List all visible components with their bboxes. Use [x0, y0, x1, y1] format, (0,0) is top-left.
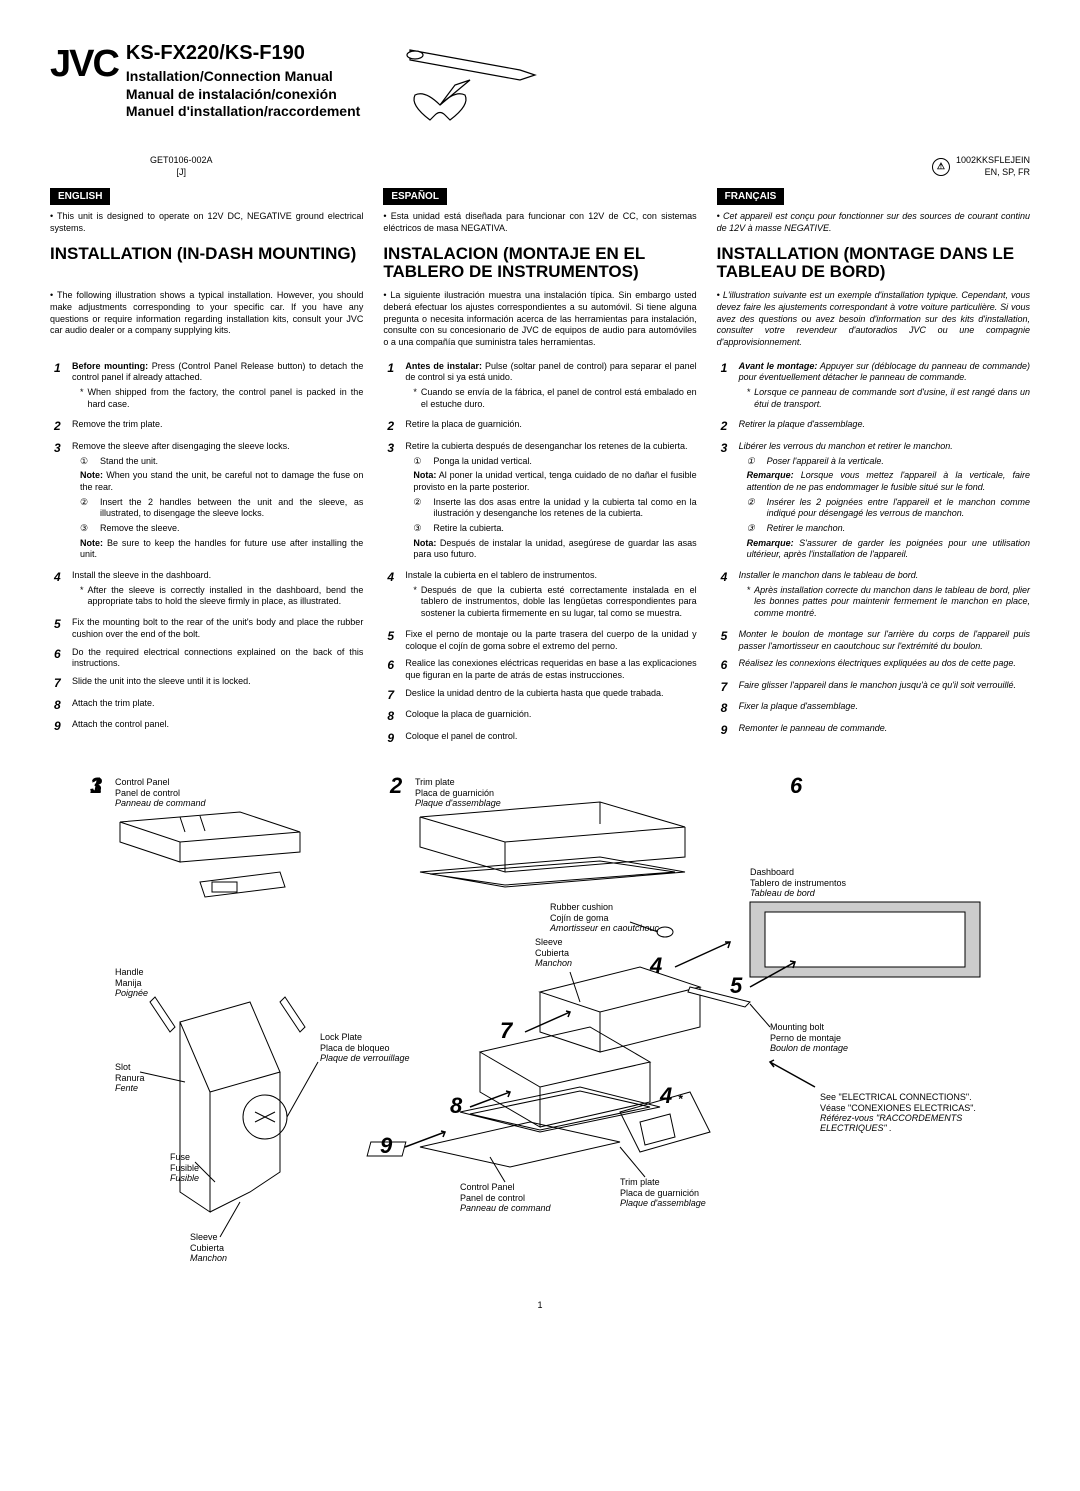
fr-s3-1: Poser l'appareil à la verticale. [767, 456, 884, 468]
dc-note-en: This unit is designed to operate on 12V … [50, 211, 363, 234]
es-s3-note2: Después de instalar la unidad, asegúrese… [413, 538, 696, 560]
doc-code-sub: [J] [150, 167, 213, 179]
right-code-1: 1002KKSFLEJEIN [956, 155, 1030, 167]
s2: Remove the trim plate. [72, 419, 363, 435]
s5: Fix the mounting bolt to the rear of the… [72, 617, 363, 640]
es-s4-star: Después de que la cubierta esté correcta… [421, 585, 697, 620]
right-code-2: EN, SP, FR [956, 167, 1030, 179]
s4: Install the sleeve in the dashboard. [72, 570, 211, 580]
dc-notes: This unit is designed to operate on 12V … [50, 211, 1030, 244]
fr-s2: Retirer la plaque d'assemblage. [739, 419, 1030, 435]
fr-s1-bold: Avant le montage: [739, 361, 818, 371]
subtitle-fr: Manuel d'installation/raccordement [126, 103, 360, 121]
es-s1-star: Cuando se envía de la fábrica, el panel … [421, 387, 697, 410]
s3-3: Remove the sleeve. [100, 523, 180, 535]
note-label2: Note: [80, 538, 103, 548]
fr-s8: Fixer la plaque d'assemblage. [739, 701, 1030, 717]
s3: Remove the sleeve after disengaging the … [72, 441, 290, 451]
es-s6: Realice las conexiones eléctricas requer… [405, 658, 696, 681]
page-number: 1 [50, 1300, 1030, 1312]
fr-s9: Remonter le panneau de commande. [739, 723, 1030, 739]
section-titles: INSTALLATION (IN-DASH MOUNTING) INSTALAC… [50, 245, 1030, 290]
fr-s5: Monter le boulon de montage sur l'arrièr… [739, 629, 1030, 652]
es-note-label: Nota: [413, 470, 436, 480]
header: JVC KS-FX220/KS-F190 Installation/Connec… [50, 40, 1030, 140]
fr-note-label: Remarque: [747, 470, 794, 480]
steps-row: 1Before mounting: Press (Control Panel R… [50, 361, 1030, 753]
screwdriver-pliers-icon [400, 40, 560, 140]
es-s3-1: Ponga la unidad vertical. [433, 456, 532, 468]
brand-logo: JVC [50, 40, 118, 89]
es-s9: Coloque el panel de control. [405, 731, 696, 747]
es-s4: Instale la cubierta en el tablero de ins… [405, 570, 597, 580]
s1-star: When shipped from the factory, the contr… [88, 387, 364, 410]
s3-note2: Be sure to keep the handles for future u… [80, 538, 363, 560]
es-s2: Retire la placa de guarnición. [405, 419, 696, 435]
logo-block: JVC KS-FX220/KS-F190 Installation/Connec… [50, 40, 360, 121]
steps-en: 1Before mounting: Press (Control Panel R… [50, 361, 363, 753]
title-fr: INSTALLATION (MONTAGE DANS LE TABLEAU DE… [717, 245, 1030, 282]
installation-diagram: 1 2 3 4 4 * 5 6 7 8 9 Control Panel Pane… [50, 772, 1030, 1292]
title-es: INSTALACION (MONTAJE EN EL TABLERO DE IN… [383, 245, 696, 282]
es-s3-2: Inserte las dos asas entre la unidad y l… [433, 497, 696, 520]
fr-s7: Faire glisser l'appareil dans le manchon… [739, 680, 1030, 696]
warning-circle-icon: ⚠ [932, 158, 950, 176]
fr-s3-2: Insérer les 2 poignées entre l'appareil … [767, 497, 1030, 520]
title-en: INSTALLATION (IN-DASH MOUNTING) [50, 245, 363, 282]
s3-2: Insert the 2 handles between the unit an… [100, 497, 363, 520]
fr-note-label2: Remarque: [747, 538, 794, 548]
doc-codes: GET0106-002A [J] ⚠ 1002KKSFLEJEIN EN, SP… [50, 155, 1030, 178]
note-label: Note: [80, 470, 103, 480]
doc-code: GET0106-002A [150, 155, 213, 167]
subtitle-en: Installation/Connection Manual [126, 68, 360, 86]
dc-note-fr: Cet appareil est conçu pour fonctionner … [717, 211, 1030, 234]
intro-fr: L'illustration suivante est un exemple d… [717, 290, 1030, 348]
s3-1: Stand the unit. [100, 456, 158, 468]
es-note-label2: Nota: [413, 538, 436, 548]
lang-labels: ENGLISH ESPAÑOL FRANÇAIS [50, 188, 1030, 211]
s7: Slide the unit into the sleeve until it … [72, 676, 363, 692]
intro-es: La siguiente ilustración muestra una ins… [383, 290, 696, 348]
fr-s6: Réalisez les connexions électriques expl… [739, 658, 1030, 674]
s4-star: After the sleeve is correctly installed … [88, 585, 364, 608]
title-block: KS-FX220/KS-F190 Installation/Connection… [126, 40, 360, 121]
lang-en: ENGLISH [50, 188, 110, 205]
es-s1-bold: Antes de instalar: [405, 361, 482, 371]
dc-note-es: Esta unidad está diseñada para funcionar… [383, 211, 696, 234]
s1-bold: Before mounting: [72, 361, 148, 371]
es-s7: Deslice la unidad dentro de la cubierta … [405, 688, 696, 704]
s8: Attach the trim plate. [72, 698, 363, 714]
s9: Attach the control panel. [72, 719, 363, 735]
subtitle-es: Manual de instalación/conexión [126, 86, 360, 104]
s6: Do the required electrical connections e… [72, 647, 363, 670]
fr-s1-star: Lorsque ce panneau de commande sort d'us… [754, 387, 1030, 410]
diagram-svg [50, 772, 1030, 1282]
lang-fr: FRANÇAIS [717, 188, 785, 205]
es-s3-3: Retire la cubierta. [433, 523, 504, 535]
es-s8: Coloque la placa de guarnición. [405, 709, 696, 725]
es-s3: Retire la cubierta después de desenganch… [405, 441, 687, 451]
fr-s4-star: Après installation correcte du manchon d… [754, 585, 1030, 620]
fr-s3: Libérer les verrous du manchon et retire… [739, 441, 953, 451]
model-number: KS-FX220/KS-F190 [126, 40, 360, 66]
es-s5: Fixe el perno de montaje ou la parte tra… [405, 629, 696, 652]
steps-fr: 1Avant le montage: Appuyer sur (déblocag… [717, 361, 1030, 753]
es-s3-note: Al poner la unidad vertical, tenga cuida… [413, 470, 696, 492]
fr-s4: Installer le manchon dans le tableau de … [739, 570, 919, 580]
steps-es: 1Antes de instalar: Pulse (soltar panel … [383, 361, 696, 753]
intro-row: The following illustration shows a typic… [50, 290, 1030, 360]
s3-note: When you stand the unit, be careful not … [80, 470, 363, 492]
lang-es: ESPAÑOL [383, 188, 447, 205]
fr-s3-3: Retirer le manchon. [767, 523, 846, 535]
intro-en: The following illustration shows a typic… [50, 290, 363, 337]
